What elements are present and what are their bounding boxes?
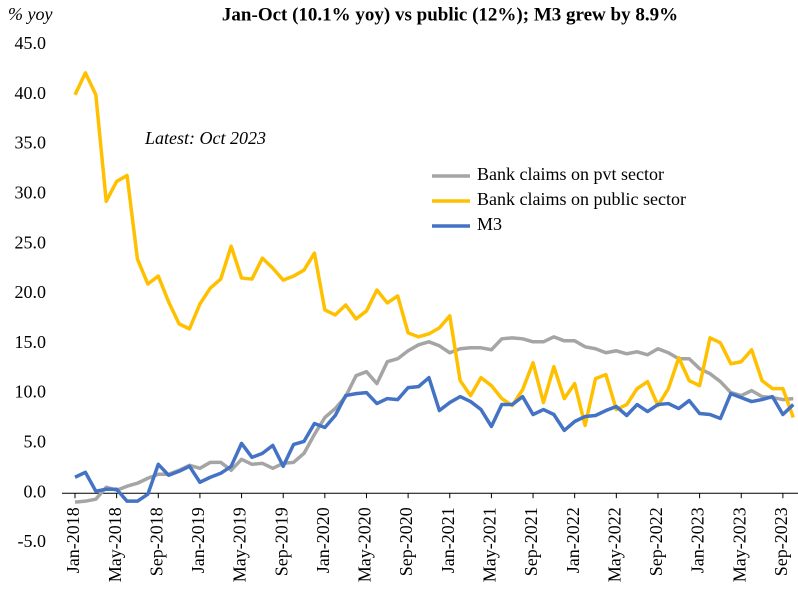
x-tick-label: Jan-2023 (688, 507, 708, 573)
chart-title: Jan-Oct (10.1% yoy) vs public (12%); M3 … (222, 4, 678, 25)
y-tick-label: 35.0 (15, 133, 47, 153)
x-tick-label: Jan-2018 (63, 507, 83, 573)
legend-label: Bank claims on pvt sector (477, 164, 664, 184)
x-tick-label: Jan-2021 (438, 507, 458, 573)
x-tick-label: Sep-2021 (521, 507, 541, 576)
x-tick-label: Sep-2018 (146, 507, 166, 576)
series-line (73, 71, 795, 428)
x-tick-label: May-2021 (480, 507, 500, 582)
x-tick-label: Jan-2019 (188, 507, 208, 573)
x-tick-label: Sep-2022 (646, 507, 666, 576)
y-tick-label: 0.0 (24, 481, 47, 501)
x-tick-label: Jan-2022 (563, 507, 583, 573)
x-tick-label: May-2018 (105, 507, 125, 582)
legend-label: Bank claims on public sector (477, 189, 686, 209)
y-tick-label: 40.0 (15, 83, 47, 103)
x-tick-label: May-2023 (729, 507, 749, 582)
legend-label: M3 (477, 214, 502, 234)
y-tick-label: -5.0 (18, 531, 47, 551)
y-tick-label: 30.0 (15, 183, 47, 203)
y-tick-label: 25.0 (15, 232, 47, 252)
y-tick-label: 10.0 (15, 382, 47, 402)
y-tick-label: 20.0 (15, 282, 47, 302)
x-tick-label: Sep-2020 (396, 507, 416, 576)
x-tick-label: Sep-2023 (771, 507, 791, 576)
y-axis-label: % yoy (8, 4, 52, 24)
x-tick-label: Sep-2019 (271, 507, 291, 576)
annotation: Latest: Oct 2023 (144, 128, 266, 148)
x-tick-label: May-2020 (355, 507, 375, 582)
x-tick-label: May-2022 (604, 507, 624, 582)
x-tick-label: Jan-2020 (313, 507, 333, 573)
y-tick-label: 15.0 (15, 332, 47, 352)
y-tick-label: 45.0 (15, 33, 47, 53)
series-line (74, 335, 794, 504)
x-tick-label: May-2019 (230, 507, 250, 582)
y-tick-label: 5.0 (24, 432, 47, 452)
series-line (74, 375, 795, 503)
